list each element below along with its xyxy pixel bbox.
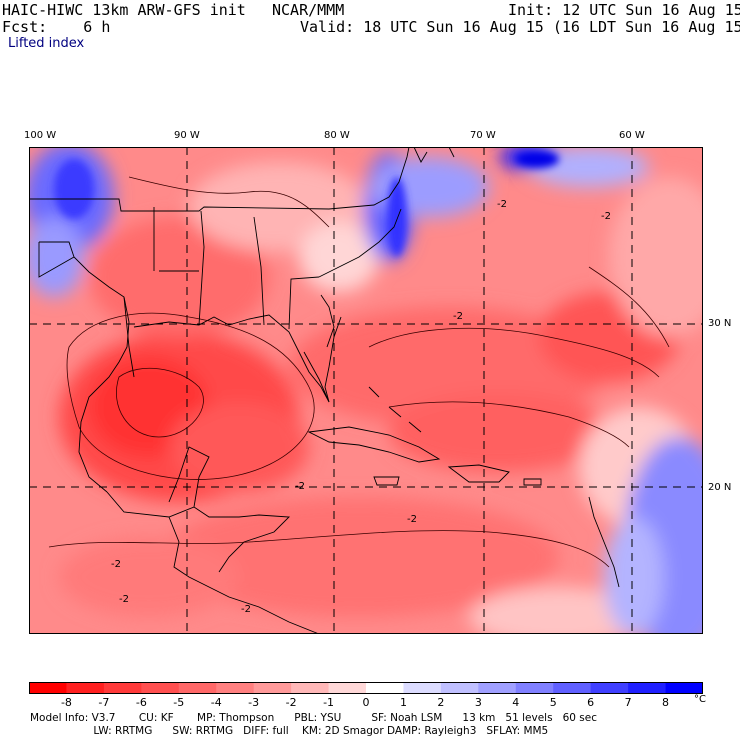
colorbar-swatch	[253, 682, 292, 694]
contour-label: -2	[111, 559, 121, 570]
colorbar-frame	[29, 682, 703, 694]
colorbar-tick-label: 1	[399, 696, 407, 709]
init-time: Init: 12 UTC Sun 16 Aug 15	[508, 1, 740, 19]
colorbar-tick-label: 8	[662, 696, 670, 709]
colorbar-swatch	[403, 682, 442, 694]
contour-label: -2	[601, 211, 611, 222]
colorbar-swatch	[141, 682, 180, 694]
lon-label: 60 W	[619, 130, 645, 141]
colorbar	[29, 682, 703, 694]
colorbar-swatch	[328, 682, 367, 694]
colorbar-tick-label: 4	[512, 696, 520, 709]
lon-label: 70 W	[470, 130, 496, 141]
model-info-line1: Model Info: V3.7 CU: KF MP: Thompson PBL…	[30, 712, 597, 724]
colorbar-swatch	[665, 682, 703, 694]
colorbar-tick-label: -1	[323, 696, 335, 709]
model-title: HAIC-HIWC 13km ARW-GFS init	[2, 1, 246, 19]
colorbar-tick-label: -2	[285, 696, 297, 709]
colorbar-swatch	[478, 682, 517, 694]
contour-label: -2	[407, 514, 417, 525]
colorbar-swatch	[66, 682, 105, 694]
contour-label: -2	[119, 594, 129, 605]
lon-label: 90 W	[174, 130, 200, 141]
lon-label: 100 W	[24, 130, 57, 141]
contour-lines	[48, 176, 670, 568]
colorbar-swatch	[553, 682, 592, 694]
map-frame	[29, 147, 703, 634]
colorbar-unit: °C	[694, 694, 706, 705]
colorbar-tick-label: -8	[60, 696, 72, 709]
coastlines	[29, 147, 620, 634]
colorbar-swatch	[366, 682, 404, 694]
colorbar-swatch	[216, 682, 255, 694]
lat-label: 30 N	[708, 318, 732, 329]
colorbar-tick-label: 6	[587, 696, 595, 709]
colorbar-swatch	[590, 682, 629, 694]
colorbar-tick-label: -5	[173, 696, 185, 709]
contour-label: -2	[453, 311, 463, 322]
colorbar-tick-label: 5	[549, 696, 557, 709]
lifted-index-map: -2 -2 -2 -2 -2 -2 -2 -2	[29, 147, 703, 634]
shaded-field	[29, 147, 703, 634]
colorbar-tick-label: -7	[98, 696, 110, 709]
valid-time: Valid: 18 UTC Sun 16 Aug 15 (16 LDT Sun …	[300, 18, 740, 36]
colorbar-swatch	[29, 682, 67, 694]
field-name: Lifted index	[8, 36, 85, 51]
contour-label: -2	[295, 481, 305, 492]
lon-label: 80 W	[324, 130, 350, 141]
colorbar-tick-label: -6	[135, 696, 147, 709]
colorbar-tick-label: -3	[248, 696, 260, 709]
colorbar-tick-label: 3	[474, 696, 482, 709]
colorbar-tick-label: 0	[362, 696, 370, 709]
colorbar-swatch	[515, 682, 554, 694]
colorbar-swatch	[440, 682, 479, 694]
colorbar-tick-label: -4	[210, 696, 222, 709]
lat-lon-grid	[29, 147, 703, 634]
lat-label: 20 N	[708, 482, 732, 493]
forecast-hour: Fcst: 6 h	[2, 18, 111, 36]
colorbar-tick-label: 7	[624, 696, 632, 709]
colorbar-swatch	[291, 682, 330, 694]
org-label: NCAR/MMM	[272, 1, 345, 19]
colorbar-swatch	[178, 682, 217, 694]
colorbar-swatch	[628, 682, 667, 694]
contour-label: -2	[497, 199, 507, 210]
model-info-line2: LW: RRTMG SW: RRTMG DIFF: full KM: 2D Sm…	[30, 725, 549, 737]
contour-label: -2	[241, 604, 251, 615]
colorbar-swatch	[103, 682, 142, 694]
colorbar-tick-label: 2	[437, 696, 445, 709]
